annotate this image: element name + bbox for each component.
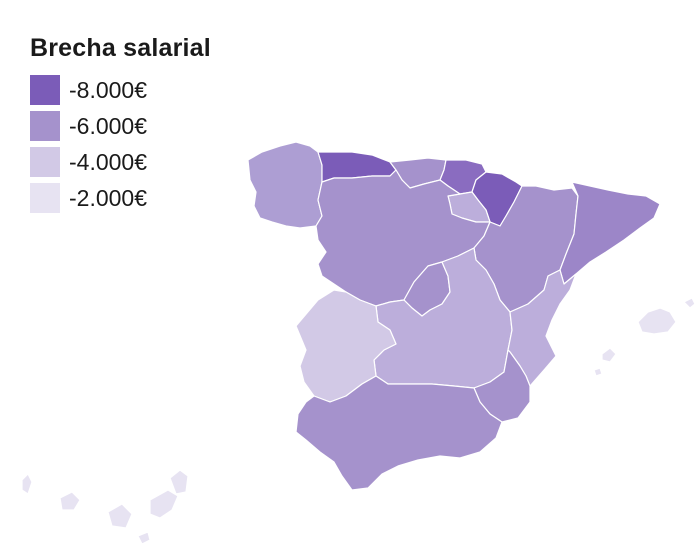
region-islas-canarias[interactable]: Islas Canarias	[21, 469, 189, 545]
legend: Brecha salarial -8.000€ -6.000€ -4.000€ …	[30, 34, 211, 219]
region-extremadura[interactable]: Extremadura	[295, 289, 397, 403]
legend-swatch	[30, 111, 60, 141]
region-comunidad-valenciana[interactable]: Comunidad Valenciana	[507, 269, 577, 387]
legend-label: -8.000€	[69, 76, 148, 103]
legend-label: -2.000€	[69, 184, 148, 211]
legend-item: -2.000€	[30, 183, 211, 213]
region-islas-baleares[interactable]: Islas Baleares	[593, 297, 695, 377]
legend-label: -6.000€	[69, 112, 148, 139]
region-andalucia[interactable]: Andalucía	[295, 375, 503, 491]
legend-swatch	[30, 183, 60, 213]
region-galicia[interactable]: Galicia	[247, 141, 323, 229]
legend-item: -4.000€	[30, 147, 211, 177]
region-cataluna[interactable]: Cataluña	[559, 181, 661, 285]
legend-item: -6.000€	[30, 111, 211, 141]
legend-item: -8.000€	[30, 75, 211, 105]
legend-swatch	[30, 75, 60, 105]
legend-label: -4.000€	[69, 148, 148, 175]
legend-title: Brecha salarial	[30, 34, 211, 62]
legend-swatch	[30, 147, 60, 177]
